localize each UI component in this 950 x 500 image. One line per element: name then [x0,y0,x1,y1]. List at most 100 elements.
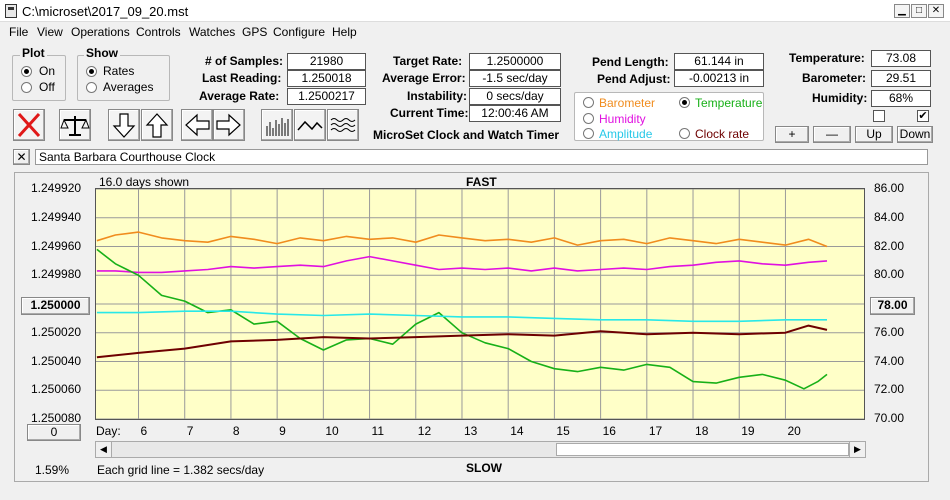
arrow-up-button[interactable] [141,109,173,141]
right-axis-tick: 76.00 [874,324,905,339]
temperature-channel-label: Temperature [695,96,763,110]
clear-watch-button[interactable]: ✕ [13,149,30,165]
show-rates-radio[interactable] [86,66,97,77]
title-bar: C:\microset\2017_09_20.mst ▁ □ ✕ [0,0,950,22]
stop-button[interactable] [13,109,45,141]
pend-adjust-label: Pend Adjust: [597,72,671,86]
scroll-left-arrow[interactable]: ◀ [96,442,112,457]
x-axis-tick: 10 [325,424,339,438]
left-checkbox[interactable] [873,110,885,122]
bars-view-button[interactable] [261,109,293,141]
menu-operations[interactable]: Operations [71,25,130,39]
arrow-left-icon [185,113,210,137]
average-rate-field: 1.2500217 [287,88,366,105]
slow-label: SLOW [466,461,502,475]
menu-help[interactable]: Help [332,25,357,39]
time-scrollbar[interactable]: ◀ ▶ [95,441,866,458]
current-time-label: Current Time: [390,106,469,120]
left-axis-tick: 1.249980 [31,267,82,282]
clock-rate-radio[interactable] [679,128,690,139]
scale-up-button[interactable]: Up [855,126,893,143]
left-axis-tick: 1.250080 [31,411,82,425]
watch-name-input[interactable]: Santa Barbara Courthouse Clock [35,149,928,165]
scale-down-button[interactable]: Down [897,126,933,143]
pend-length-field: 61.144 in [674,53,764,70]
zero-button[interactable]: 0 [27,424,81,441]
series-amplitude [96,310,827,323]
instability-label: Instability: [407,89,468,103]
average-error-label: Average Error: [382,71,466,85]
scroll-right-arrow[interactable]: ▶ [849,442,865,457]
wave-view-button[interactable] [327,109,359,141]
arrow-up-icon [145,113,169,138]
target-rate-label: Target Rate: [393,54,463,68]
x-axis-tick: 15 [556,424,570,438]
x-axis-tick: 9 [279,424,286,438]
menu-file[interactable]: File [9,25,29,39]
current-time-field: 12:00:46 AM [469,105,561,122]
temperature-label: Temperature: [789,51,865,65]
humidity-radio[interactable] [583,113,594,124]
plot-svg [96,189,864,419]
right-checkbox[interactable]: ✔ [917,110,929,122]
x-axis-tick: 16 [602,424,616,438]
scale-minus-button[interactable]: — [813,126,851,143]
fast-label: FAST [466,175,497,189]
status-percent: 1.59% [35,463,70,477]
maximize-button[interactable]: □ [911,4,927,18]
arrow-right-icon [216,113,241,137]
temperature-radio[interactable] [679,97,690,108]
menu-view[interactable]: View [37,25,63,39]
arrow-down-icon [112,113,136,138]
pend-adjust-field: -0.00213 in [674,70,764,87]
arrow-left-button[interactable] [181,109,213,141]
x-axis-day-label: Day: [96,424,121,438]
arrow-right-button[interactable] [213,109,245,141]
right-axis-tick: 72.00 [874,382,905,397]
scroll-thumb[interactable] [556,443,849,456]
average-error-field: -1.5 sec/day [469,70,561,87]
right-axis-tick: 86.00 [874,181,905,195]
bar-graph-icon [266,118,289,136]
right-axis-tick: 70.00 [874,411,905,425]
scale-plus-button[interactable]: + [775,126,809,143]
x-axis-tick: 14 [510,424,524,438]
plot-group-label: Plot [20,46,47,60]
rate-center-button[interactable]: 1.250000 [21,297,90,315]
menu-watches[interactable]: Watches [189,25,236,39]
close-window-button[interactable]: ✕ [928,4,944,18]
minimize-button[interactable]: ▁ [894,4,910,18]
menu-gps[interactable]: GPS [242,25,268,39]
wave-lines-icon [330,118,356,132]
clock-rate-channel-label: Clock rate [695,127,750,141]
arrow-down-button[interactable] [108,109,140,141]
left-axis-tick: 1.249920 [31,181,82,195]
pend-length-label: Pend Length: [592,55,669,69]
plot-on-radio[interactable] [21,66,32,77]
amplitude-radio[interactable] [583,128,594,139]
right-axis-tick: 82.00 [874,238,905,253]
average-rate-label: Average Rate: [199,89,280,103]
target-rate-field[interactable]: 1.2500000 [469,53,561,70]
plot-off-radio[interactable] [21,82,32,93]
series-clock-rate [96,324,828,359]
show-averages-label: Averages [103,80,154,94]
left-axis-tick: 1.249960 [31,238,82,253]
app-icon[interactable] [5,4,17,18]
temp-center-button[interactable]: 78.00 [870,297,915,315]
stop-x-icon [17,112,41,138]
right-axis-tick: 80.00 [874,267,905,282]
menu-controls[interactable]: Controls [136,25,181,39]
balance-scale-icon [60,116,90,136]
barometer-radio[interactable] [583,97,594,108]
series-humidity [96,255,828,274]
line-view-button[interactable] [294,109,326,141]
menu-configure[interactable]: Configure [273,25,326,39]
show-averages-radio[interactable] [86,82,97,93]
barometer-channel-label: Barometer [599,96,656,110]
samples-label: # of Samples: [205,54,284,68]
left-axis-tick: 1.250060 [31,382,82,397]
plot-area[interactable] [95,188,865,420]
balance-button[interactable] [59,109,91,141]
grid-note: Each grid line = 1.382 secs/day [97,463,265,477]
